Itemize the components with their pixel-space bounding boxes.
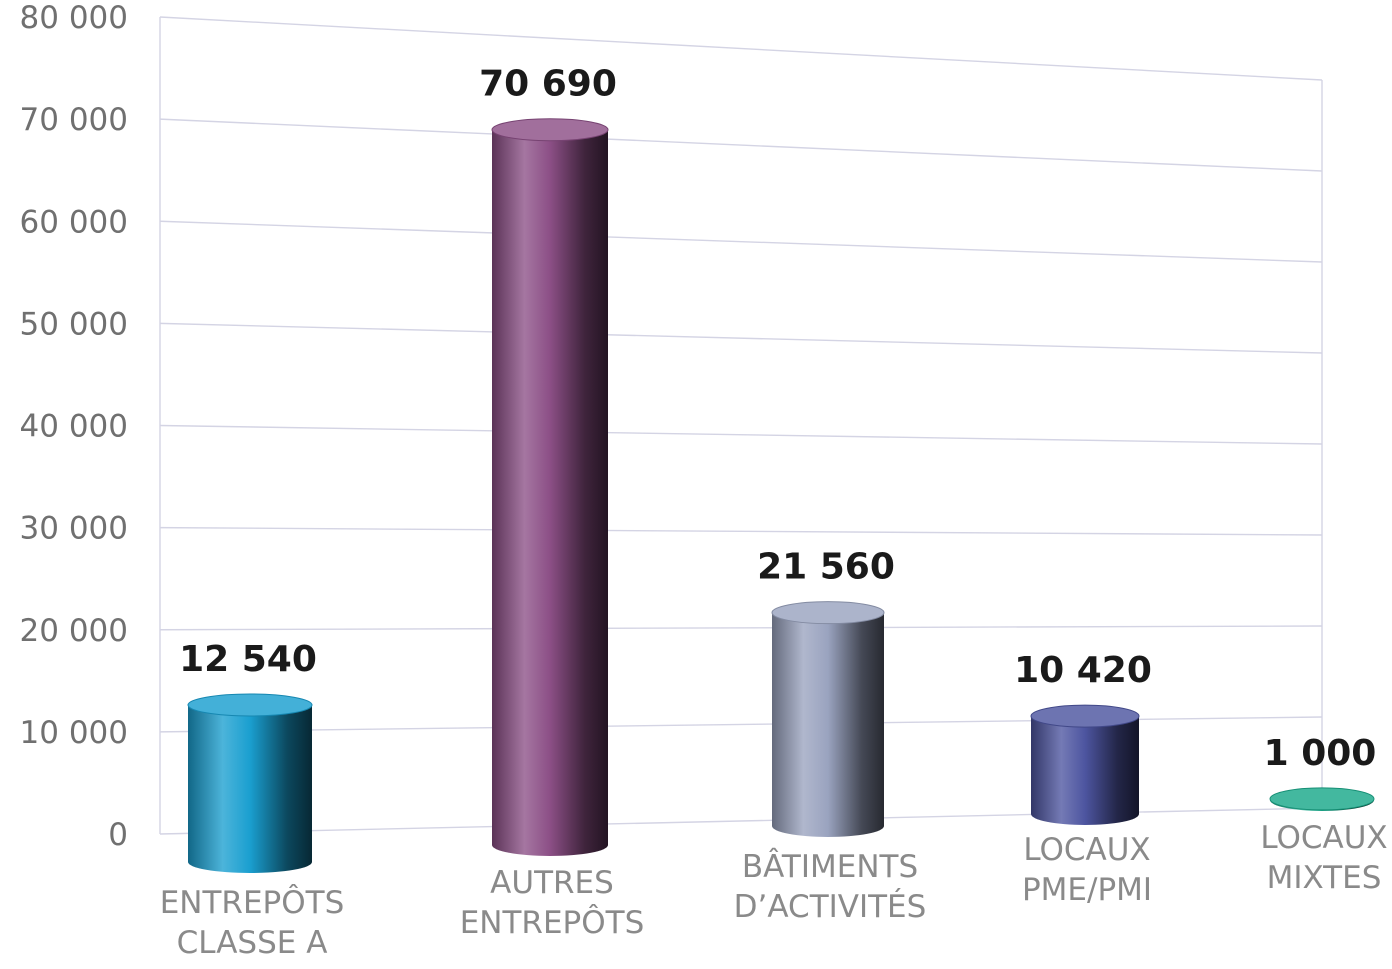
y-tick-label: 80 000: [20, 0, 128, 36]
gridline: [159, 625, 1323, 631]
bar-top: [491, 118, 609, 142]
gridline: [159, 16, 1323, 81]
value-labels-layer: 12 540 70 690 21 560 10 420 1 000: [179, 64, 1376, 774]
category-label: BÂTIMENTS: [742, 849, 918, 885]
gridline: [159, 526, 1323, 536]
bar-top: [187, 693, 313, 717]
bar-value-label: 70 690: [479, 64, 617, 105]
y-tick-label: 30 000: [20, 511, 128, 547]
category-label: ENTREPÔTS: [460, 904, 645, 941]
bars-layer: [187, 118, 1375, 873]
bar-body: [492, 129, 608, 857]
y-tick-label: 50 000: [20, 306, 128, 342]
gridline: [159, 322, 1323, 354]
y-tick-label: 60 000: [20, 204, 128, 240]
category-label: LOCAUX: [1260, 820, 1387, 856]
bar-body: [188, 705, 312, 873]
category-label: CLASSE A: [177, 925, 328, 961]
bar-top: [771, 601, 885, 625]
category-label: PME/PMI: [1022, 872, 1152, 908]
gridline: [159, 716, 1323, 733]
bar: [491, 118, 609, 857]
bar-value-label: 1 000: [1264, 733, 1377, 774]
bar: [1030, 704, 1140, 825]
gridline: [159, 424, 1323, 445]
y-axis-tick-labels: 0 10 000 20 000 30 000 40 000 50 000 60 000 70 …: [20, 0, 128, 853]
gridline: [159, 220, 1323, 263]
gridline: [159, 118, 1323, 172]
bar-value-label: 10 420: [1014, 650, 1152, 691]
bar-top: [1030, 704, 1140, 728]
bar-top: [1269, 787, 1375, 811]
category-label: ENTREPÔTS: [160, 884, 345, 921]
y-tick-label: 20 000: [20, 613, 128, 649]
bar: [771, 601, 885, 837]
bar-value-label: 12 540: [179, 639, 317, 680]
bar-body: [1031, 716, 1139, 825]
category-label: AUTRES: [490, 865, 614, 901]
y-tick-label: 10 000: [20, 715, 128, 751]
grid-layer: [159, 16, 1323, 835]
gridline: [159, 807, 1323, 835]
bar-body: [772, 612, 884, 837]
y-tick-label: 70 000: [20, 102, 128, 138]
y-tick-label: 0: [108, 817, 128, 853]
category-label: MIXTES: [1267, 860, 1382, 896]
category-label: D’ACTIVITÉS: [734, 889, 927, 925]
bar: [187, 693, 313, 873]
bar: [1269, 787, 1375, 811]
y-tick-label: 40 000: [20, 409, 128, 445]
category-label: LOCAUX: [1023, 832, 1150, 868]
bar-value-label: 21 560: [757, 547, 895, 588]
